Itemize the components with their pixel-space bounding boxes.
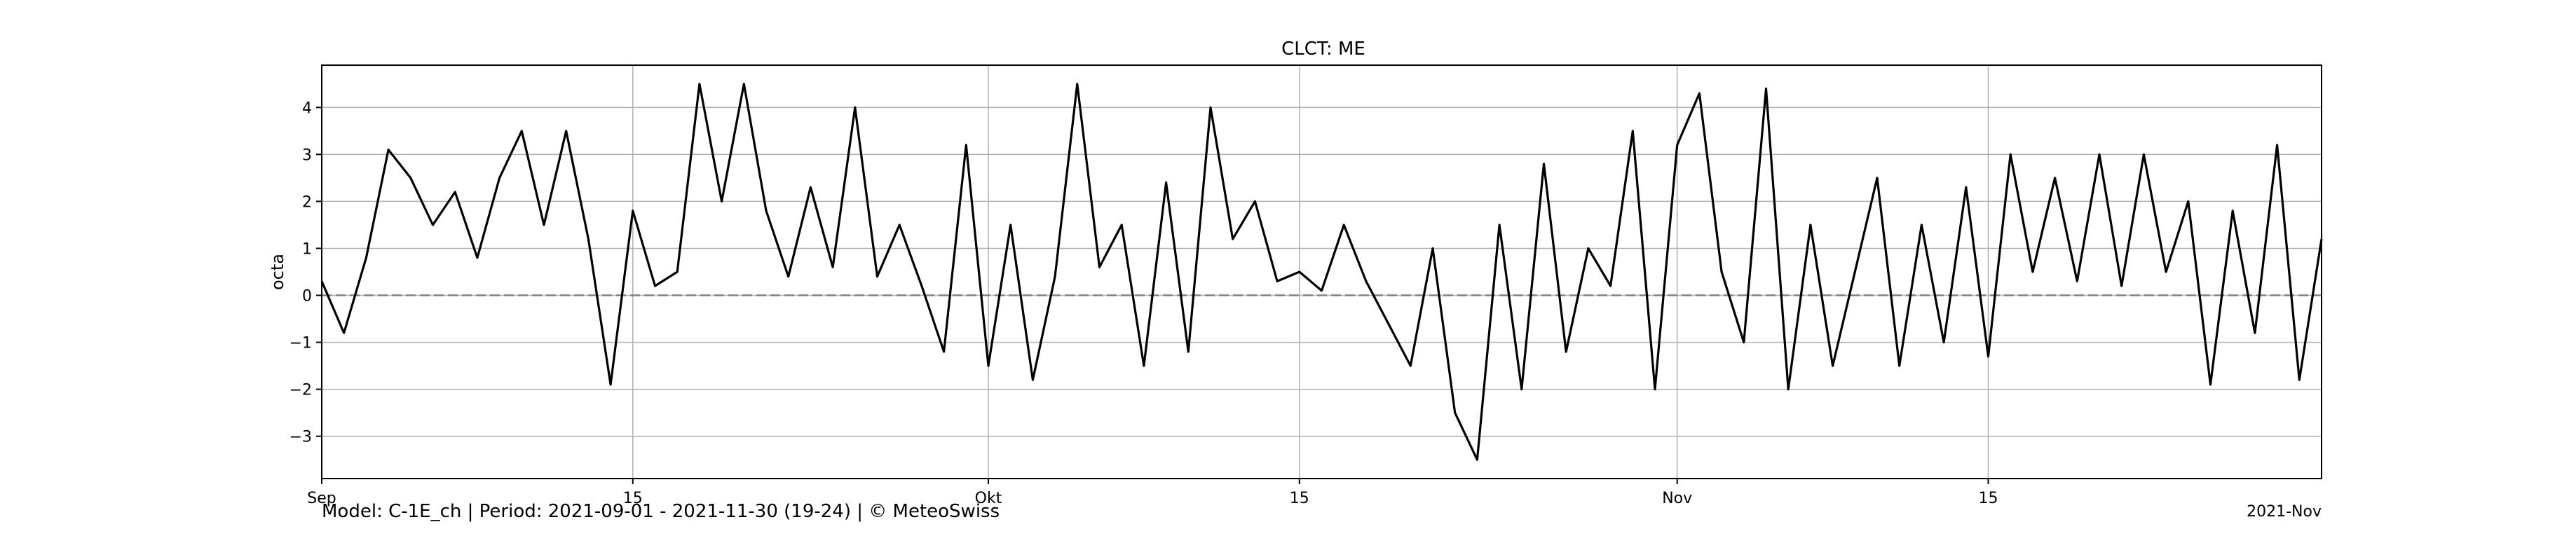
x-tick-label: 15 [1290,490,1309,507]
x-tick-label: Nov [1662,490,1692,507]
y-tick-label: 4 [302,99,312,117]
series-line [320,83,2323,461]
plot-area [320,64,2323,479]
chart-title: CLCT: ME [1281,39,1365,60]
x-tick-label: Okt [975,490,1002,507]
y-tick-label: −3 [289,429,312,446]
x-tick-label: 15 [1979,490,1998,507]
y-tick-label: −2 [289,382,312,399]
plot-frame [321,64,2322,479]
y-tick-label: 3 [302,146,312,164]
y-tick-label: −1 [289,335,312,352]
x-axis: Sep 15 Okt 15 Nov 15 [307,479,1998,507]
footer-text: Model: C-1E_ch | Period: 2021-09-01 - 20… [322,501,1000,522]
y-tick-label: 1 [302,240,312,258]
y-tick-label: 0 [302,288,312,305]
plot-background [322,65,2322,479]
x-offset-label: 2021-Nov [2247,503,2322,521]
x-tick-label: 15 [623,490,643,507]
y-tick-label: 2 [302,193,312,211]
y-axis-label: octa [268,254,287,290]
x-tick-label: Sep [307,490,336,507]
y-axis: −3 −2 −1 0 1 2 3 4 [289,99,322,446]
